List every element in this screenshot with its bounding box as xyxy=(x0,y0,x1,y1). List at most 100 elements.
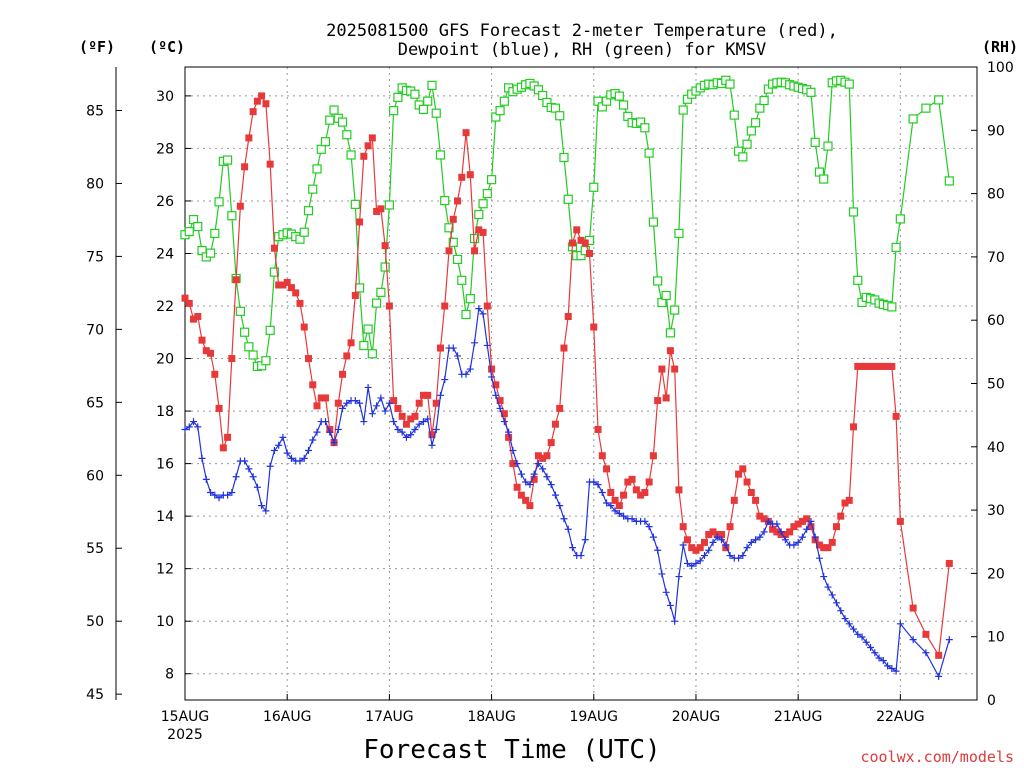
rh-point xyxy=(674,228,684,239)
rh-tick-label: 100 xyxy=(987,60,1014,76)
rh-tick-label: 80 xyxy=(987,187,1005,203)
temperature-point xyxy=(262,100,270,108)
dewpoint-point xyxy=(820,573,828,581)
temperature-point xyxy=(283,278,291,286)
celsius-unit-label: (ºC) xyxy=(149,38,185,56)
dewpoint-point xyxy=(407,431,415,439)
dewpoint-point xyxy=(513,460,521,468)
dewpoint-point xyxy=(688,562,696,570)
temperature-point xyxy=(705,531,713,539)
rh-point xyxy=(644,148,654,158)
dewpoint-point xyxy=(275,441,283,449)
rh-point xyxy=(350,199,360,209)
rh-point xyxy=(380,262,390,272)
temperature-point xyxy=(858,362,866,370)
dewpoint-point xyxy=(270,446,278,454)
rh-point xyxy=(461,309,471,320)
temperature-point xyxy=(760,515,768,523)
dewpoint-point xyxy=(390,418,398,426)
rh-unit-label: (RH) xyxy=(982,38,1018,56)
temperature-point xyxy=(364,142,372,150)
temperature-point xyxy=(368,134,376,142)
temperature-point xyxy=(411,412,419,420)
rh-point xyxy=(248,350,258,360)
temperature-point xyxy=(781,531,789,539)
x-tick-label: 21AUG xyxy=(774,709,823,725)
dewpoint-point xyxy=(760,528,768,536)
dewpoint-point xyxy=(373,402,381,410)
dewpoint-point xyxy=(492,391,500,399)
fahrenheit-unit-label: (ºF) xyxy=(79,38,115,56)
fahrenheit-tick-label: 50 xyxy=(86,614,104,630)
celsius-tick-label: 14 xyxy=(156,509,174,525)
temperature-point xyxy=(181,294,189,302)
temperature-point xyxy=(253,97,261,105)
dewpoint-point xyxy=(266,462,274,470)
celsius-tick-label: 24 xyxy=(156,246,174,262)
temperature-point xyxy=(935,651,943,659)
temperature-point xyxy=(815,541,823,549)
temperature-point xyxy=(454,197,462,205)
dewpoint-point xyxy=(752,536,760,544)
dewpoint-point xyxy=(666,601,674,609)
temperature-point xyxy=(747,489,755,497)
dewpoint-point xyxy=(709,538,717,546)
temperature-point xyxy=(637,491,645,499)
rh-point xyxy=(193,221,203,232)
rh-point xyxy=(474,209,484,220)
dewpoint-point xyxy=(560,515,568,523)
rh-point xyxy=(806,87,816,97)
temperature-point xyxy=(211,370,219,378)
rh-point xyxy=(725,79,735,89)
dewpoint-point xyxy=(641,517,649,525)
temperature-point xyxy=(522,496,530,504)
dewpoint-point xyxy=(594,481,602,489)
dewpoint-point xyxy=(509,446,517,454)
rh-tick-label: 50 xyxy=(987,377,1005,393)
rh-point xyxy=(346,150,356,160)
temperature-point xyxy=(296,299,304,307)
temperature-point xyxy=(850,423,858,431)
dewpoint-point xyxy=(377,394,385,402)
temperature-point xyxy=(654,397,662,405)
dewpoint-point xyxy=(398,428,406,436)
temperature-point xyxy=(709,528,717,536)
dewpoint-point xyxy=(658,570,666,578)
temperature-point xyxy=(492,381,500,389)
dewpoint-point xyxy=(577,552,585,560)
rh-axis-ticks: 0 10 20 30 40 50 60 70 80 90 100 xyxy=(971,60,1014,709)
dewpoint-point xyxy=(705,546,713,554)
dewpoint-point xyxy=(551,491,559,499)
temperature-point xyxy=(551,420,559,428)
temperature-point xyxy=(547,439,555,447)
dewpoint-point xyxy=(909,636,917,644)
temperature-point xyxy=(373,207,381,215)
rh-point xyxy=(648,217,658,227)
credit-link[interactable]: coolwx.com/models xyxy=(860,748,1014,766)
rh-point xyxy=(389,106,399,116)
dewpoint-point xyxy=(428,441,436,449)
temperature-point xyxy=(462,129,470,137)
temperature-point xyxy=(773,528,781,536)
rh-point xyxy=(848,207,859,217)
dewpoint-point xyxy=(739,552,747,560)
dewpoint-point xyxy=(922,649,930,657)
temperature-point xyxy=(424,391,432,399)
dewpoint-point xyxy=(241,457,249,465)
rh-point xyxy=(269,267,280,277)
temperature-point xyxy=(407,415,415,423)
temperature-point xyxy=(292,289,300,297)
rh-point xyxy=(316,144,326,154)
temperature-point xyxy=(837,512,845,520)
plot-frame xyxy=(184,66,978,701)
temperature-point xyxy=(862,362,870,370)
temperature-point xyxy=(322,394,330,402)
chart-title-line-1: 2025081500 GFS Forecast 2-meter Temperat… xyxy=(326,21,838,41)
dewpoint-point xyxy=(798,533,806,541)
rh-point xyxy=(563,194,573,204)
rh-point xyxy=(678,105,688,115)
dewpoint-point xyxy=(611,507,619,515)
temperature-point xyxy=(530,475,538,483)
temperature-point xyxy=(824,544,832,552)
temperature-point xyxy=(568,239,576,247)
